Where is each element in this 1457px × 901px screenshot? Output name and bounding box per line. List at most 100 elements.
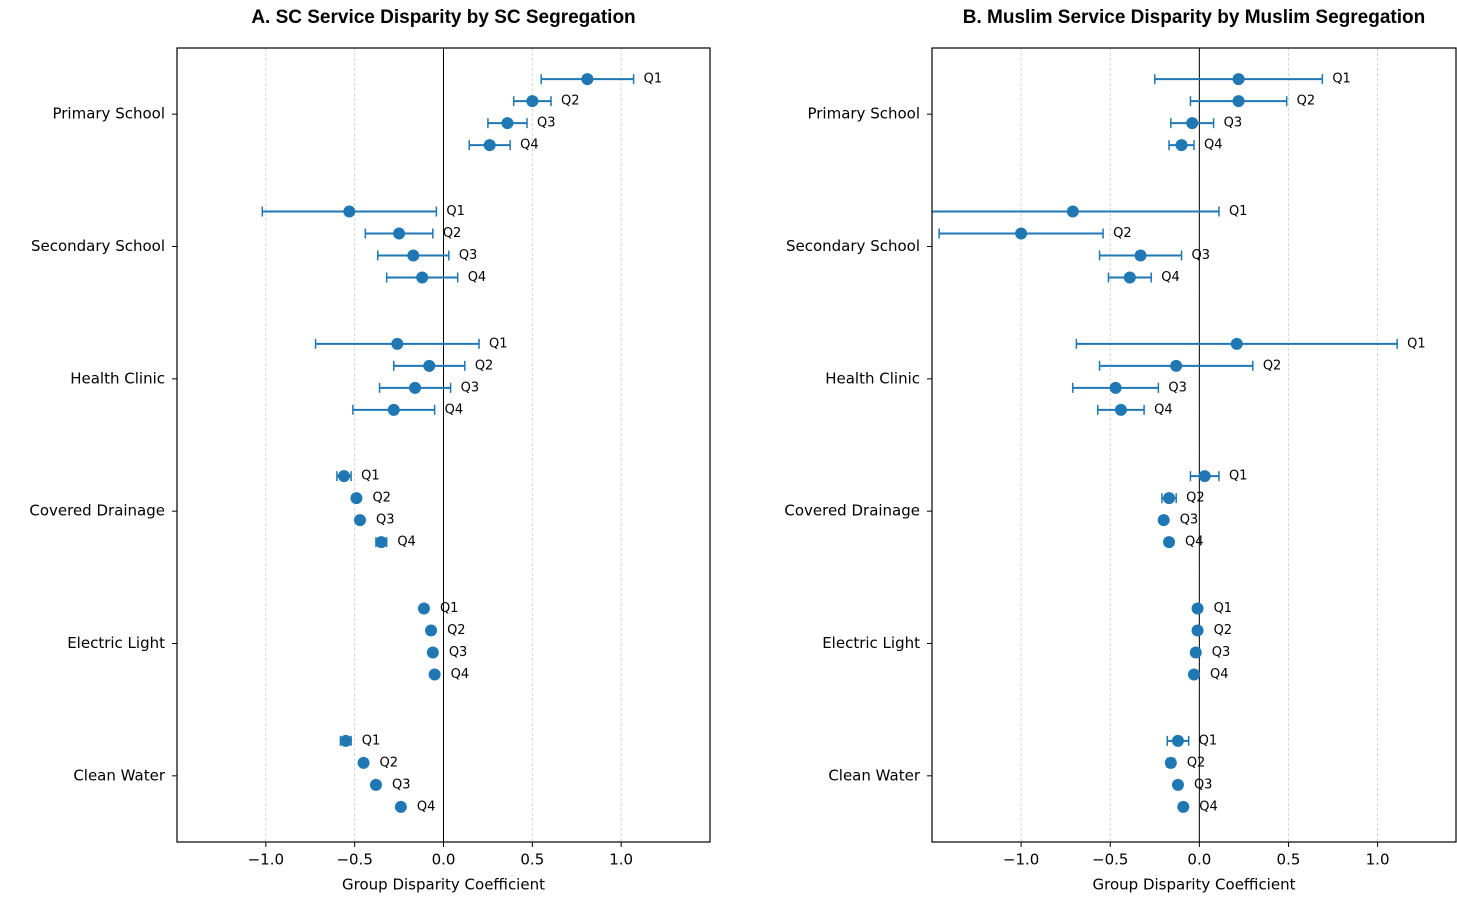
point-label: Q3	[1194, 777, 1213, 792]
point-label: Q3	[1192, 248, 1211, 263]
point-label: Q3	[392, 777, 411, 792]
point-label: Q4	[1210, 667, 1229, 682]
point	[1134, 249, 1147, 262]
point-label: Q2	[380, 755, 399, 770]
x-tick-label: −1.0	[1003, 851, 1039, 869]
point	[526, 95, 539, 108]
point	[417, 602, 430, 615]
point	[1191, 624, 1204, 637]
point	[393, 227, 406, 240]
point	[391, 337, 404, 350]
point	[1230, 337, 1243, 350]
y-tick-label: Primary School	[52, 105, 165, 123]
point	[423, 359, 436, 372]
point	[1186, 117, 1199, 130]
y-tick-label: Clean Water	[73, 766, 166, 784]
y-tick-label: Secondary School	[786, 237, 920, 255]
point	[483, 139, 496, 152]
point	[1123, 271, 1136, 284]
x-tick-label: 0.0	[1187, 851, 1211, 869]
point	[426, 646, 439, 659]
point-label: Q4	[1199, 799, 1218, 814]
x-tick-label: 0.0	[432, 851, 456, 869]
y-tick-label: Covered Drainage	[784, 502, 920, 520]
point-label: Q2	[561, 94, 580, 109]
point-label: Q2	[1186, 491, 1205, 506]
point-label: Q4	[468, 270, 487, 285]
point-label: Q3	[1212, 645, 1231, 660]
point	[1163, 536, 1176, 549]
point	[357, 756, 370, 769]
y-tick-label: Primary School	[807, 105, 920, 123]
point-label: Q4	[397, 535, 416, 550]
point-label: Q3	[459, 248, 478, 263]
point	[1177, 800, 1190, 813]
point-label: Q1	[1214, 601, 1233, 616]
point	[353, 514, 366, 527]
point	[350, 492, 363, 505]
point-label: Q4	[1154, 402, 1173, 417]
point-label: Q3	[461, 380, 480, 395]
point	[338, 470, 351, 483]
point-label: Q1	[1332, 72, 1351, 87]
y-tick-label: Clean Water	[828, 766, 921, 784]
point-label: Q1	[1199, 733, 1218, 748]
y-tick-label: Electric Light	[822, 634, 920, 652]
plot-frame	[931, 47, 1457, 843]
point	[1114, 403, 1127, 416]
y-tick-label: Electric Light	[67, 634, 165, 652]
x-tick-label: 0.5	[1277, 851, 1301, 869]
x-tick-label: −1.0	[248, 851, 284, 869]
point-label: Q3	[376, 513, 395, 528]
x-tick-label: 1.0	[609, 851, 633, 869]
point-label: Q1	[361, 469, 380, 484]
x-tick-label: −0.5	[336, 851, 372, 869]
x-axis-label: Group Disparity Coefficient	[1093, 876, 1296, 894]
point-label: Q1	[440, 601, 459, 616]
point	[375, 536, 388, 549]
point	[339, 734, 352, 747]
point	[425, 624, 438, 637]
point	[1198, 470, 1211, 483]
point	[1157, 514, 1170, 527]
x-tick-label: 1.0	[1366, 851, 1390, 869]
chart-title: B. Muslim Service Disparity by Muslim Se…	[963, 7, 1425, 28]
point-label: Q1	[489, 336, 508, 351]
point-label: Q4	[451, 667, 470, 682]
y-tick-label: Secondary School	[31, 237, 165, 255]
point	[409, 381, 422, 394]
x-tick-label: −0.5	[1092, 851, 1128, 869]
point	[501, 117, 514, 130]
point	[394, 800, 407, 813]
point-label: Q1	[644, 72, 663, 87]
point-label: Q2	[443, 226, 462, 241]
x-axis-label: Group Disparity Coefficient	[342, 876, 545, 894]
point	[1191, 602, 1204, 615]
point	[428, 668, 441, 681]
point-label: Q4	[1185, 535, 1204, 550]
point-label: Q2	[1297, 94, 1316, 109]
y-tick-label: Health Clinic	[825, 369, 920, 387]
point	[1232, 73, 1245, 86]
point-label: Q1	[1407, 336, 1426, 351]
y-tick-label: Health Clinic	[70, 369, 165, 387]
point	[343, 205, 356, 218]
point-label: Q1	[362, 733, 381, 748]
point	[1163, 492, 1176, 505]
point-label: Q4	[1161, 270, 1180, 285]
point-label: Q2	[1214, 623, 1233, 638]
point	[1189, 646, 1202, 659]
point-label: Q4	[445, 402, 464, 417]
point-label: Q3	[1224, 116, 1243, 131]
point	[407, 249, 420, 262]
point-label: Q2	[475, 358, 494, 373]
plot-area: Q1Q1Q1Q1Q1Q1Q2Q2Q2Q2Q2Q2Q3Q3Q3Q3Q3Q3Q4Q4…	[932, 48, 1426, 842]
point-label: Q2	[1263, 358, 1282, 373]
point	[387, 403, 400, 416]
point	[1164, 756, 1177, 769]
point-label: Q3	[449, 645, 468, 660]
point	[369, 778, 382, 791]
point-label: Q1	[1229, 469, 1248, 484]
